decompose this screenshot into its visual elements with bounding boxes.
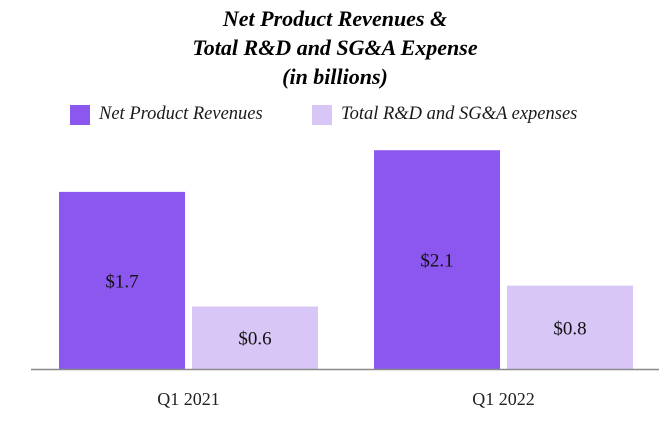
bar-series-0-q1-2022 xyxy=(374,150,500,369)
x-tick-label-q1-2022: Q1 2022 xyxy=(472,389,535,409)
legend-item-rd-sga-expenses: Total R&D and SG&A expenses xyxy=(312,104,577,125)
data-label-series-1-q1-2021: $0.6 xyxy=(238,329,271,350)
chart-title-line-2: Total R&D and SG&A Expense xyxy=(192,35,478,60)
legend-label-net-product-revenues: Net Product Revenues xyxy=(99,104,263,124)
data-label-series-1-q1-2022: $0.8 xyxy=(553,318,586,339)
bar-series-1-q1-2021 xyxy=(192,306,318,369)
chart-legend: Net Product Revenues Total R&D and SG&A … xyxy=(0,104,670,130)
x-tick-label-q1-2021: Q1 2021 xyxy=(157,389,220,409)
chart-title-line-3: (in billions) xyxy=(282,64,388,89)
chart-title: Net Product Revenues & Total R&D and SG&… xyxy=(0,4,670,91)
data-label-series-0-q1-2021: $1.7 xyxy=(105,271,138,292)
data-label-series-0-q1-2022: $2.1 xyxy=(420,251,453,272)
legend-label-rd-sga-expenses: Total R&D and SG&A expenses xyxy=(341,104,578,124)
bar-series-0-q1-2021 xyxy=(59,191,185,369)
bar-series-1-q1-2022 xyxy=(507,285,633,369)
legend-swatch-net-product-revenues xyxy=(70,104,90,125)
legend-swatch-rd-sga-expenses xyxy=(312,104,332,125)
chart-title-line-1: Net Product Revenues & xyxy=(222,6,448,31)
legend-item-net-product-revenues: Net Product Revenues xyxy=(70,104,263,125)
